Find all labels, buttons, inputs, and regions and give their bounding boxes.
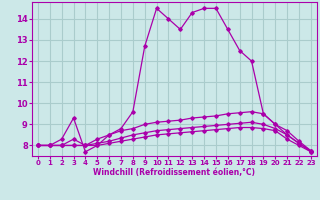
X-axis label: Windchill (Refroidissement éolien,°C): Windchill (Refroidissement éolien,°C) bbox=[93, 168, 255, 177]
